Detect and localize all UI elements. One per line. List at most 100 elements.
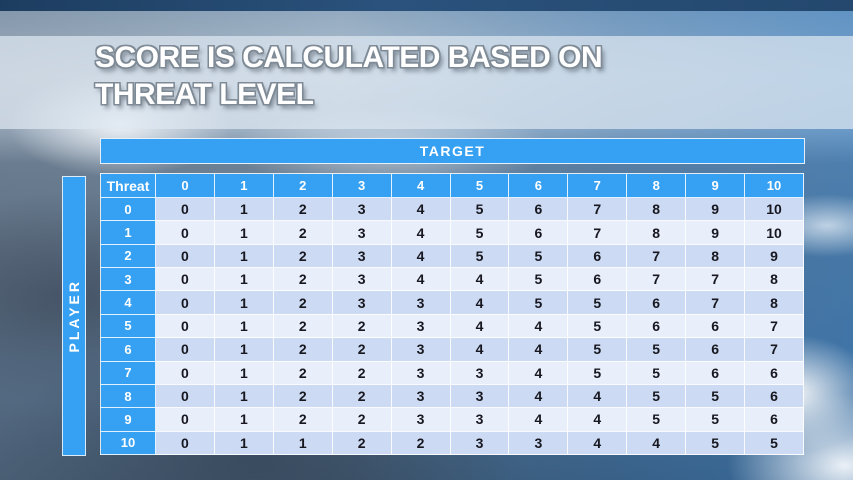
corner-header-threat: Threat — [100, 173, 156, 198]
score-cell: 1 — [213, 290, 274, 315]
score-cell: 4 — [508, 337, 569, 362]
threat-row-header: 10 — [100, 430, 156, 456]
threat-row-header: 4 — [100, 290, 156, 315]
score-cell: 4 — [390, 220, 451, 245]
threat-row-header: 5 — [100, 313, 156, 339]
score-cell: 6 — [508, 196, 569, 222]
score-cell: 5 — [685, 383, 746, 409]
score-cell: 7 — [567, 196, 628, 222]
score-cell: 6 — [744, 360, 804, 385]
score-cell: 1 — [213, 196, 274, 222]
score-cell: 5 — [685, 430, 746, 456]
target-col-header: 1 — [213, 173, 274, 198]
score-cell: 5 — [567, 337, 628, 362]
score-cell: 2 — [331, 407, 392, 432]
score-cell: 6 — [744, 407, 804, 432]
score-cell: 1 — [213, 360, 274, 385]
score-cell: 8 — [685, 243, 746, 269]
score-cell: 1 — [213, 383, 274, 409]
score-cell: 1 — [213, 337, 274, 362]
score-cell: 2 — [272, 383, 333, 409]
score-cell: 7 — [567, 220, 628, 245]
score-cell: 1 — [213, 407, 274, 432]
score-cell: 5 — [567, 360, 628, 385]
score-cell: 2 — [272, 196, 333, 222]
target-label: TARGET — [419, 143, 486, 159]
score-cell: 7 — [626, 243, 687, 269]
score-cell: 4 — [567, 430, 628, 456]
score-cell: 2 — [331, 430, 392, 456]
score-cell: 3 — [508, 430, 569, 456]
score-cell: 5 — [626, 337, 687, 362]
score-cell: 5 — [508, 243, 569, 269]
score-cell: 9 — [744, 243, 804, 269]
target-col-header: 2 — [272, 173, 333, 198]
score-cell: 3 — [331, 243, 392, 269]
score-cell: 8 — [744, 290, 804, 315]
score-cell: 4 — [449, 313, 510, 339]
score-matrix-table: Threat 0 1 2 3 4 5 6 7 8 9 10 0 0 1 2 3 4 5 6 7 8 9 10 1 0 1 2 3 4 5… — [100, 173, 804, 456]
target-col-header: 6 — [508, 173, 569, 198]
threat-row-header: 9 — [100, 407, 156, 432]
score-cell: 4 — [508, 383, 569, 409]
threat-row-header: 3 — [100, 267, 156, 292]
score-cell: 4 — [508, 360, 569, 385]
target-col-header: 0 — [155, 173, 215, 198]
score-cell: 6 — [567, 267, 628, 292]
score-cell: 3 — [449, 430, 510, 456]
score-cell: 1 — [213, 267, 274, 292]
score-cell: 6 — [626, 290, 687, 315]
score-cell: 0 — [155, 430, 215, 456]
score-cell: 9 — [685, 220, 746, 245]
score-cell: 2 — [331, 360, 392, 385]
score-cell: 3 — [449, 407, 510, 432]
score-cell: 5 — [567, 290, 628, 315]
top-sky-strip — [0, 0, 853, 11]
score-cell: 3 — [331, 220, 392, 245]
score-cell: 0 — [155, 383, 215, 409]
score-cell: 0 — [155, 360, 215, 385]
slide-title-line2: THREAT LEVEL — [95, 78, 314, 111]
score-cell: 5 — [626, 383, 687, 409]
score-cell: 5 — [449, 196, 510, 222]
score-cell: 1 — [272, 430, 333, 456]
target-col-header: 3 — [331, 173, 392, 198]
score-cell: 2 — [272, 407, 333, 432]
score-cell: 3 — [331, 196, 392, 222]
score-cell: 3 — [390, 313, 451, 339]
score-cell: 4 — [567, 383, 628, 409]
score-cell: 2 — [272, 337, 333, 362]
score-cell: 5 — [626, 407, 687, 432]
score-cell: 0 — [155, 313, 215, 339]
score-cell: 3 — [390, 407, 451, 432]
score-cell: 10 — [744, 196, 804, 222]
target-axis-header: TARGET — [100, 138, 805, 164]
score-cell: 2 — [272, 313, 333, 339]
score-cell: 0 — [155, 243, 215, 269]
score-cell: 8 — [626, 196, 687, 222]
score-cell: 7 — [685, 290, 746, 315]
score-cell: 7 — [744, 337, 804, 362]
table-row: 0 0 1 2 3 4 5 6 7 8 9 10 — [100, 196, 804, 222]
score-cell: 8 — [744, 267, 804, 292]
score-cell: 0 — [155, 337, 215, 362]
score-cell: 5 — [508, 267, 569, 292]
score-cell: 3 — [331, 267, 392, 292]
score-cell: 9 — [685, 196, 746, 222]
score-cell: 3 — [390, 337, 451, 362]
slide-title-line1: SCORE IS CALCULATED BASED ON — [95, 41, 603, 74]
score-cell: 2 — [331, 337, 392, 362]
score-cell: 0 — [155, 267, 215, 292]
score-cell: 3 — [449, 360, 510, 385]
score-cell: 5 — [508, 290, 569, 315]
score-cell: 2 — [331, 383, 392, 409]
score-cell: 6 — [626, 313, 687, 339]
score-cell: 3 — [390, 360, 451, 385]
table-row: 10 0 1 1 2 2 3 3 4 4 5 5 — [100, 430, 804, 456]
threat-row-header: 1 — [100, 220, 156, 245]
score-cell: 2 — [272, 360, 333, 385]
score-cell: 5 — [685, 407, 746, 432]
